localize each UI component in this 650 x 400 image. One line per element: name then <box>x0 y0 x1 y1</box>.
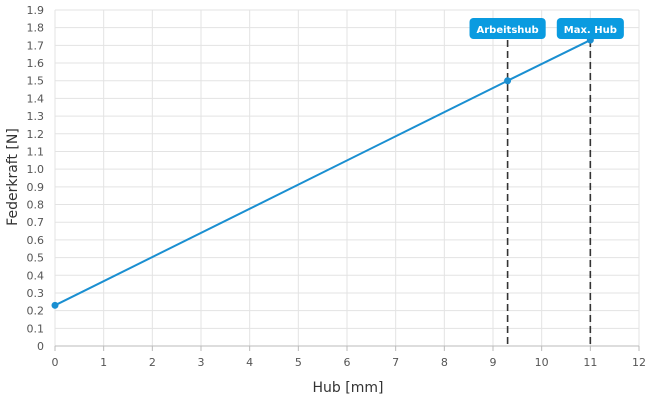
x-tick-label: 1 <box>100 356 107 369</box>
y-tick-label: 1.2 <box>27 128 45 141</box>
x-axis-title: Hub [mm] <box>313 380 384 396</box>
y-tick-label: 0.7 <box>27 216 45 229</box>
y-tick-label: 0.3 <box>27 287 45 300</box>
marker-badge-box <box>469 18 546 39</box>
series <box>51 36 594 309</box>
y-tick-label: 0.1 <box>27 322 45 335</box>
y-tick-label: 0.9 <box>27 181 45 194</box>
x-tick-label: 5 <box>295 356 302 369</box>
y-tick-label: 1.0 <box>27 163 45 176</box>
marker-badge-label: Max. Hub <box>564 25 617 36</box>
y-tick-label: 1.6 <box>27 57 45 70</box>
grid <box>54 9 640 346</box>
marker-badge: Max. Hub <box>556 18 624 39</box>
y-tick-label: 1.7 <box>27 39 45 52</box>
y-tick-label: 0.5 <box>27 252 45 265</box>
x-tick-label: 8 <box>441 356 448 369</box>
y-tick-label: 1.1 <box>27 145 45 158</box>
axes <box>54 345 640 351</box>
x-tick-label: 3 <box>198 356 205 369</box>
x-tick-label: 7 <box>392 356 399 369</box>
x-tick-label: 6 <box>344 356 351 369</box>
x-tick-label: 11 <box>583 356 597 369</box>
marker-badges: Arbeitshub Max. Hub <box>469 18 624 39</box>
data-point <box>504 77 512 85</box>
y-tick-labels: 0 0.1 0.2 0.3 0.4 0.5 0.6 0.7 0.8 0.9 1.0 1.1 1.2 1.3… <box>27 4 45 353</box>
x-tick-label: 4 <box>246 356 253 369</box>
marker-badge-box <box>556 18 624 39</box>
y-axis-title: Federkraft [N] <box>5 128 21 226</box>
y-tick-label: 1.8 <box>27 22 45 35</box>
y-tick-label: 1.5 <box>27 75 45 88</box>
x-tick-label: 9 <box>490 356 497 369</box>
x-tick-labels: 0 1 2 3 4 5 6 7 8 9 10 11 12 <box>52 356 647 369</box>
marker-badge-label: Arbeitshub <box>477 25 539 36</box>
y-tick-label: 0.2 <box>27 305 45 318</box>
y-tick-label: 0.4 <box>27 269 45 282</box>
data-point <box>51 301 59 309</box>
x-tick-label: 12 <box>632 356 646 369</box>
y-tick-label: 0.6 <box>27 234 45 247</box>
x-tick-label: 10 <box>535 356 549 369</box>
x-tick-label: 2 <box>149 356 156 369</box>
marker-lines <box>506 40 592 346</box>
y-tick-label: 1.4 <box>27 92 45 105</box>
y-tick-label: 0 <box>37 340 44 353</box>
y-tick-label: 1.9 <box>27 4 45 17</box>
y-tick-label: 1.3 <box>27 110 45 123</box>
x-tick-label: 0 <box>52 356 59 369</box>
marker-badge: Arbeitshub <box>469 18 546 39</box>
y-tick-label: 0.8 <box>27 199 45 212</box>
